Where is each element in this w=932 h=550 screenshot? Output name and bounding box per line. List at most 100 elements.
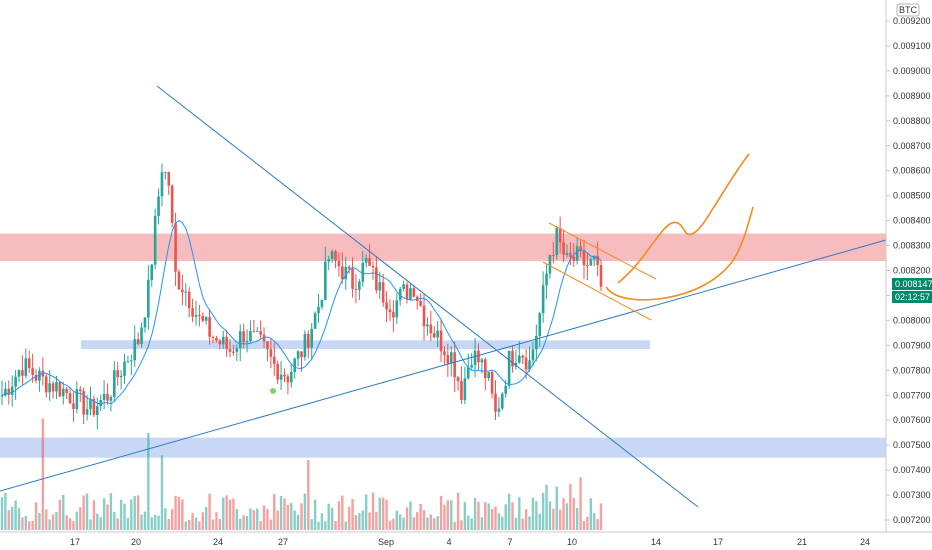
volume-bar — [433, 518, 436, 530]
candle-body — [14, 376, 17, 387]
candle-body — [487, 372, 490, 379]
candle-body — [320, 299, 324, 307]
volume-bar — [140, 514, 143, 530]
volume-bar — [198, 521, 201, 530]
candle-body — [385, 302, 388, 310]
channel-lower-line[interactable] — [542, 261, 652, 321]
time-tick-label: 17 — [70, 537, 80, 547]
candle-body — [170, 185, 174, 223]
volume-bar — [160, 455, 164, 530]
volume-bar — [460, 520, 463, 530]
candle-body — [10, 386, 14, 395]
volume-bar — [450, 500, 453, 530]
volume-bar — [572, 498, 575, 530]
zone-support-mid[interactable] — [81, 340, 650, 350]
volume-bar — [170, 509, 174, 530]
time-tick-label: 24 — [213, 537, 223, 547]
candle-body — [31, 368, 34, 376]
candle-body — [449, 352, 453, 364]
volume-bar — [102, 498, 106, 530]
price-tick-label: 0.009200 — [893, 16, 931, 26]
ascending-trendline[interactable] — [0, 239, 887, 492]
volume-bar — [276, 510, 279, 530]
volume-bar — [341, 495, 344, 530]
candle-body — [381, 282, 385, 303]
volume-bar — [555, 486, 558, 530]
time-axis[interactable]: 17 20 24 27 Sep 4 7 10 14 17 21 24 — [0, 531, 932, 547]
volume-bar — [269, 519, 273, 530]
volume-bar — [528, 516, 531, 530]
candle-body — [89, 398, 92, 410]
volume-bar — [596, 519, 599, 530]
descending-trendline[interactable] — [156, 85, 699, 508]
volume-bar — [51, 514, 55, 530]
candle-body — [361, 262, 365, 282]
volume-bar — [535, 501, 538, 530]
candle-body — [228, 349, 232, 352]
channel-upper-line[interactable] — [548, 222, 657, 280]
candle-body — [596, 255, 599, 266]
candle-body — [174, 222, 177, 272]
candle-body — [480, 359, 484, 363]
volume-bar — [589, 498, 592, 530]
candle-body — [535, 335, 538, 350]
volume-bar — [28, 521, 31, 530]
volume-bar — [456, 492, 460, 530]
volume-bar — [412, 517, 416, 530]
volume-bar — [599, 503, 603, 530]
candle-body — [92, 398, 96, 415]
volume-bar — [531, 497, 535, 530]
candle-body — [378, 282, 382, 291]
volume-bar — [586, 516, 589, 530]
volume-bar — [167, 519, 170, 530]
price-tick-label: 0.007700 — [893, 390, 931, 400]
volume-bar — [113, 511, 116, 530]
volume-bar — [385, 499, 388, 530]
candle-body — [490, 372, 494, 394]
zone-resistance[interactable] — [0, 233, 886, 262]
price-axis[interactable]: 0.009200 0.009100 0.009000 0.008900 0.008800… — [885, 0, 931, 532]
volume-bar — [392, 518, 395, 530]
candle-body — [61, 388, 65, 397]
projection-curve-low[interactable] — [605, 206, 754, 301]
candle-body — [364, 258, 368, 263]
candle-body — [78, 389, 82, 392]
price-tick-label: 0.008700 — [893, 141, 931, 151]
price-tick-label: 0.007300 — [893, 490, 931, 500]
time-tick-label: 24 — [860, 537, 870, 547]
candle-body — [198, 315, 201, 317]
volume-bar — [552, 508, 555, 530]
projection-curve-high[interactable] — [617, 153, 750, 284]
candle-body — [65, 388, 68, 394]
candle-body — [113, 370, 116, 397]
price-tick-label: 0.008400 — [893, 216, 931, 226]
volume-bar — [300, 503, 303, 530]
volume-bar — [48, 519, 51, 530]
volume-bar — [41, 418, 45, 530]
volume-bar — [252, 510, 256, 530]
volume-bar — [538, 513, 541, 530]
candle-body — [453, 352, 456, 378]
candle-body — [562, 242, 565, 255]
volume-bar — [123, 503, 126, 530]
volume-bar — [565, 503, 569, 530]
candle-body — [82, 391, 85, 415]
candle-body — [255, 331, 259, 333]
candle-body — [68, 393, 72, 404]
volume-bar — [249, 508, 252, 530]
volume-bar — [524, 509, 528, 530]
price-tick-label: 0.008900 — [893, 91, 931, 101]
candle-body — [398, 288, 402, 301]
volume-bar — [443, 504, 446, 530]
volume-bar — [402, 517, 405, 530]
volume-bar — [55, 512, 58, 530]
volume-bar — [371, 492, 375, 530]
zone-support-low[interactable] — [0, 437, 886, 458]
candle-body — [337, 260, 341, 267]
time-tick-label: 20 — [131, 537, 141, 547]
volume-bar — [279, 495, 283, 530]
volume-bar — [484, 501, 487, 530]
volume-bar — [228, 499, 232, 530]
volume-bar — [545, 484, 548, 530]
